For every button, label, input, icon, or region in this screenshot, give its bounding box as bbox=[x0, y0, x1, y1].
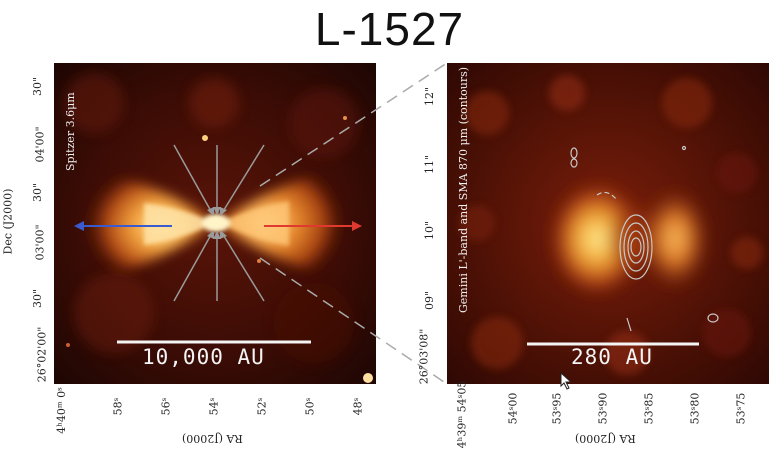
y-tick: 26°02'00" bbox=[35, 326, 49, 383]
gemini-image-panel: 280 AU Gemini L'-band and SMA 870 μm (co… bbox=[447, 63, 769, 384]
x-tick: 53ˢ85 bbox=[642, 392, 656, 425]
y-tick: 12" bbox=[423, 86, 437, 107]
panel-caption: Gemini L'-band and SMA 870 μm (contours) bbox=[457, 66, 470, 313]
x-tick: 54ˢ bbox=[207, 397, 221, 416]
x-tick: 4ʰ40ᵐ 0ˢ bbox=[54, 387, 68, 434]
cursor-icon bbox=[560, 372, 573, 390]
scale-bar-label: 280 AU bbox=[571, 345, 653, 369]
dec-axis-label: Dec (J2000) bbox=[1, 188, 15, 255]
y-tick: 11" bbox=[423, 154, 437, 175]
spitzer-image bbox=[54, 63, 376, 384]
x-tick: 54ˢ00 bbox=[506, 392, 520, 425]
x-tick: 53ˢ75 bbox=[734, 392, 748, 425]
slide-title: L-1527 bbox=[314, 3, 465, 55]
scale-bar-label: 10,000 AU bbox=[142, 345, 265, 369]
y-tick: 30" bbox=[31, 182, 45, 203]
x-tick: 53ˢ80 bbox=[688, 392, 702, 425]
x-tick: 53ˢ90 bbox=[596, 392, 610, 425]
ra-axis-label: RA (J2000) bbox=[182, 432, 243, 445]
x-tick: 56ˢ bbox=[159, 397, 173, 416]
y-tick: 26°03'08" bbox=[417, 328, 431, 385]
x-tick: 58ˢ bbox=[111, 397, 125, 416]
y-tick: 30" bbox=[31, 288, 45, 309]
x-tick: 50ˢ bbox=[303, 397, 317, 416]
gemini-image bbox=[447, 63, 769, 384]
y-tick: 30" bbox=[31, 76, 45, 97]
y-tick: 10" bbox=[423, 220, 437, 241]
y-tick: 04'00" bbox=[33, 126, 47, 163]
ra-axis-label: RA (J2000) bbox=[575, 432, 636, 445]
x-tick: 48ˢ bbox=[351, 397, 365, 416]
spitzer-image-panel: 10,000 AU Spitzer 3.6μm bbox=[54, 63, 376, 384]
y-tick: 03'00" bbox=[33, 224, 47, 261]
y-tick: 09" bbox=[423, 290, 437, 311]
x-tick: 4ʰ39ᵐ 54ˢ05 bbox=[455, 380, 469, 449]
x-tick: 53ˢ95 bbox=[550, 392, 564, 425]
x-tick: 52ˢ bbox=[255, 397, 269, 416]
